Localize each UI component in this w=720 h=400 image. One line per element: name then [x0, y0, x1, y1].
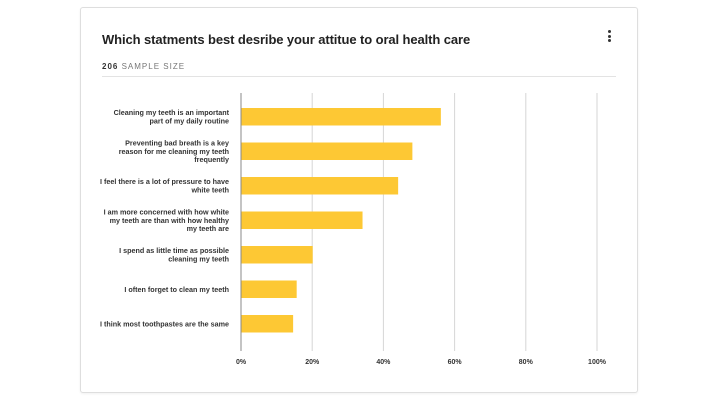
bar — [241, 246, 313, 264]
x-tick-label: 0% — [236, 359, 247, 366]
bar — [241, 177, 399, 195]
bar — [241, 315, 294, 333]
bar-chart: 0% 20% 40% 60% 80% 100% Cleaning my teeth is a… — [100, 93, 607, 366]
sample-size-count: 206 — [102, 62, 119, 71]
category-label: I feel there is a lot of pressure to hav… — [100, 177, 229, 194]
bar — [241, 280, 297, 298]
bar — [241, 211, 363, 229]
sample-size-label: SAMPLE SIZE — [121, 62, 186, 71]
menu-dot — [607, 39, 611, 42]
bar — [241, 142, 413, 160]
category-label: I am more concerned with how white my tee… — [104, 208, 229, 233]
category-label: Cleaning my teeth is an important part of… — [114, 108, 230, 125]
x-tick-label: 60% — [448, 359, 463, 366]
x-tick-label: 40% — [376, 359, 391, 366]
category-label: I often forget to clean my teeth — [124, 285, 229, 294]
category-label: I think most toothpastes are the same — [100, 319, 229, 328]
header-divider — [102, 76, 616, 77]
menu-dot — [607, 30, 611, 33]
chart-title: Which statments best desribe your attitu… — [102, 32, 471, 47]
chart-card: Which statments best desribe your attitu… — [80, 7, 638, 393]
menu-dot — [607, 34, 611, 38]
category-label: Preventing bad breath is a key reason for… — [119, 139, 229, 164]
x-tick-label: 80% — [519, 359, 534, 366]
category-label: I spend as little time as possible cleani… — [119, 246, 229, 263]
x-tick-label: 100% — [588, 359, 607, 366]
x-tick-label: 20% — [305, 359, 320, 366]
more-vertical-icon[interactable] — [603, 28, 615, 44]
bar — [241, 108, 441, 126]
sample-size: 206 SAMPLE SIZE — [102, 62, 185, 71]
